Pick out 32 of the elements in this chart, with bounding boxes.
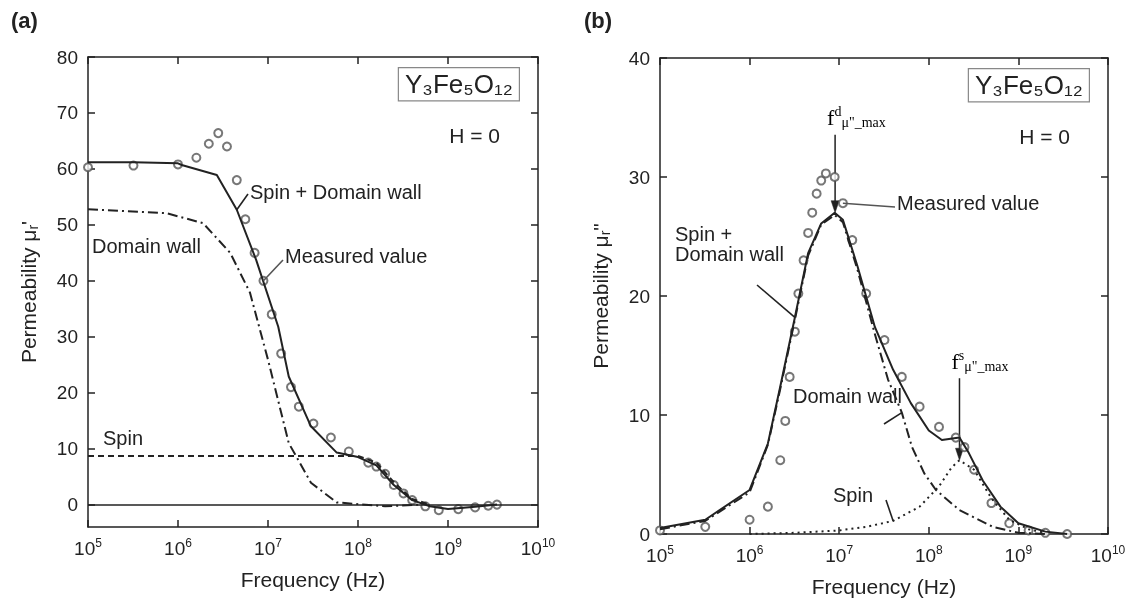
y-tick-label: 80 xyxy=(56,46,78,68)
y-tick-label: 0 xyxy=(67,494,78,516)
x-axis-title: Frequency (Hz) xyxy=(811,575,957,598)
series-label: Spin xyxy=(833,484,874,506)
series-label: Measured value xyxy=(285,245,428,267)
annotation: Y₃Fe₅O₁₂ xyxy=(404,69,513,100)
y-tick-label: 10 xyxy=(56,438,78,460)
chart-title: (a) xyxy=(11,7,38,33)
y-tick-label: 30 xyxy=(628,166,650,188)
series-label: Spin xyxy=(103,427,144,449)
legend-label: Measured value xyxy=(897,192,1040,214)
chart-title: (b) xyxy=(584,7,613,33)
legend-label: Spin + Domain wall xyxy=(250,181,422,203)
y-axis-title: Permeability μr' xyxy=(17,220,41,364)
series-label: Domain wall xyxy=(92,235,201,257)
y-tick-label: 20 xyxy=(628,285,650,307)
y-tick-label: 50 xyxy=(56,214,78,236)
annotation: Y₃Fe₅O₁₂ xyxy=(974,70,1083,101)
y-tick-label: 70 xyxy=(56,102,78,124)
y-tick-label: 40 xyxy=(56,270,78,292)
y-tick-label: 10 xyxy=(628,404,650,426)
annotation: H = 0 xyxy=(449,124,500,147)
series-label: Domain wall xyxy=(793,385,902,407)
y-axis-title: Permeability μr" xyxy=(589,223,613,369)
y-tick-label: 20 xyxy=(56,382,78,404)
x-axis-title: Frequency (Hz) xyxy=(240,568,386,591)
annotation: H = 0 xyxy=(1019,125,1070,148)
y-tick-label: 30 xyxy=(56,326,78,348)
y-tick-label: 60 xyxy=(56,158,78,180)
y-tick-label: 0 xyxy=(639,523,650,545)
series-label: Spin + Domain wall xyxy=(675,223,784,265)
y-tick-label: 40 xyxy=(628,47,650,69)
